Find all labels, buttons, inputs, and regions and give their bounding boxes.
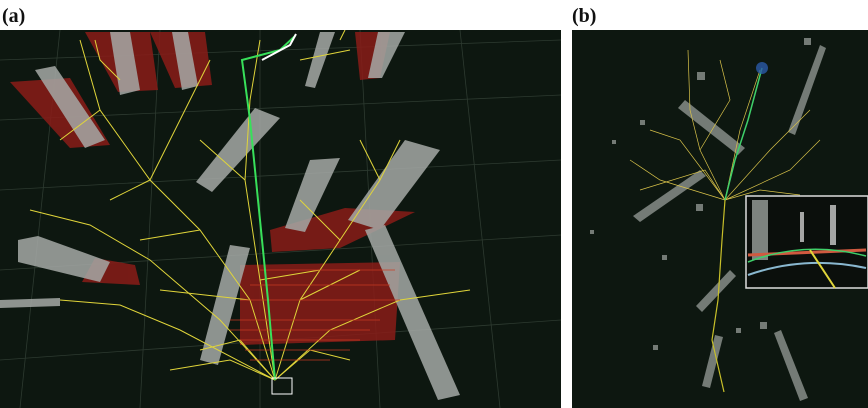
grey-obstacles-part <box>640 120 645 125</box>
panel-label: (b) <box>572 5 596 27</box>
grey-obstacles-part <box>697 72 705 80</box>
inset-view-part <box>752 200 768 260</box>
inset-view-part <box>830 205 836 245</box>
inset-view-part <box>800 212 804 242</box>
grey-obstacles-part <box>653 345 658 350</box>
figure: (a) (b) <box>0 0 868 408</box>
grey-obstacles-part <box>760 322 767 329</box>
grey-obstacles-part <box>736 328 741 333</box>
grey-obstacles-part <box>612 140 616 144</box>
panel-a <box>0 30 561 408</box>
page: {"panels": [{"label": "(a)"}, {"label": … <box>0 0 868 408</box>
grey-obstacles-part <box>662 255 667 260</box>
scene-background <box>0 30 561 408</box>
inset-view <box>746 196 868 288</box>
goal-marker <box>756 62 768 74</box>
panel-label: (a) <box>2 5 25 27</box>
panel-b <box>572 30 868 408</box>
grey-obstacles-part <box>804 38 811 45</box>
grey-obstacles-part <box>696 204 703 211</box>
grey-obstacles-part <box>590 230 594 234</box>
